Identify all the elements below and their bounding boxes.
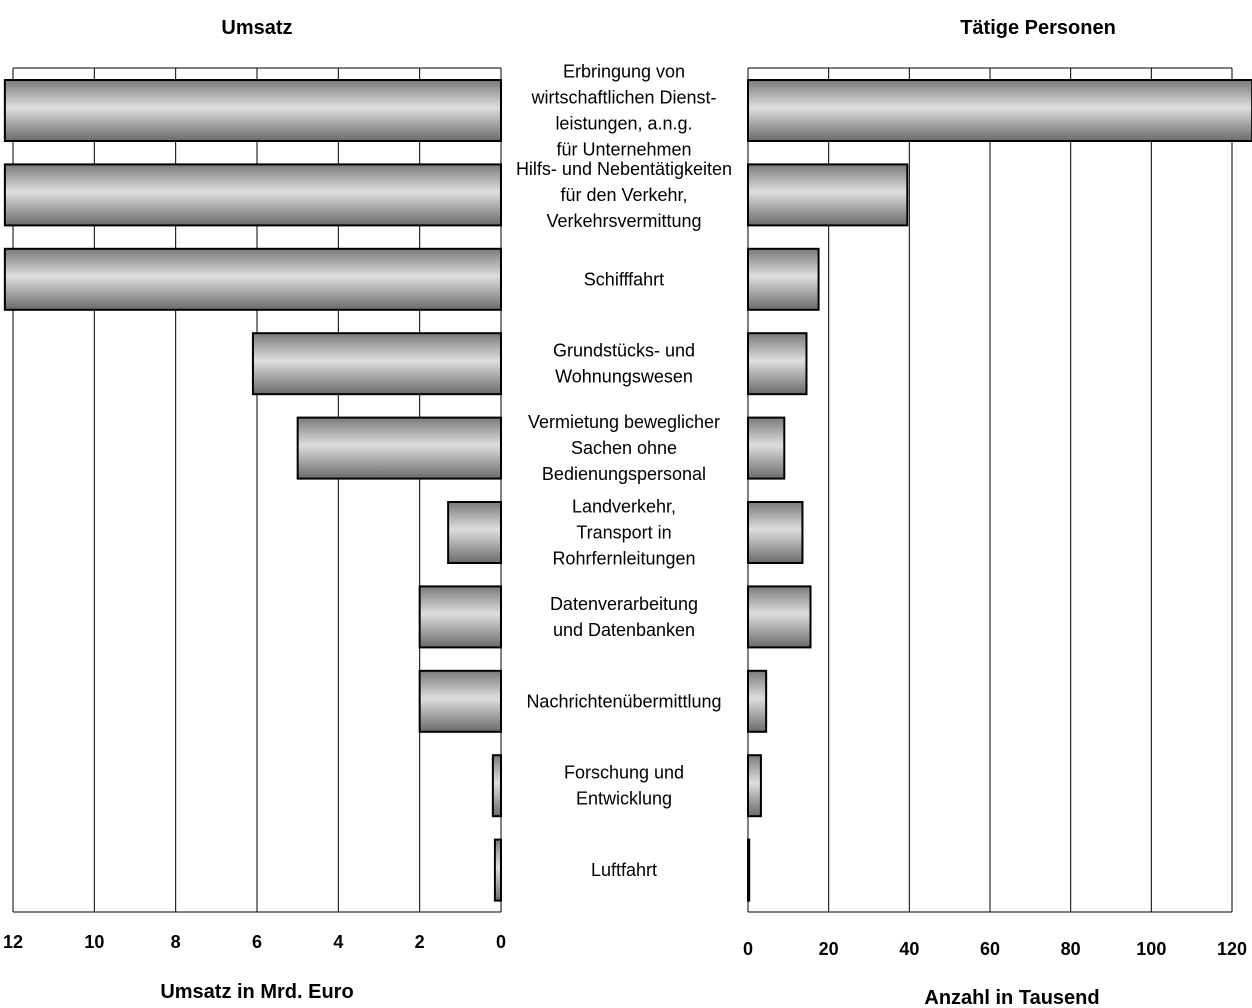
left-bar — [3, 163, 502, 227]
category-label: Sachen ohne — [571, 438, 677, 458]
category-label: Nachrichtenübermittlung — [526, 691, 721, 711]
right-bar — [747, 416, 786, 480]
category-label: Erbringung von — [563, 62, 685, 82]
category-label: und Datenbanken — [553, 620, 695, 640]
left-tick-label: 8 — [171, 932, 181, 952]
right-tick-label: 40 — [899, 939, 919, 959]
category-label: Vermietung beweglicher — [528, 412, 720, 432]
category-label: leistungen, a.n.g. — [555, 114, 692, 134]
left-tick-label: 0 — [496, 932, 506, 952]
category-label: Schifffahrt — [584, 269, 664, 289]
right-tick-label: 0 — [743, 939, 753, 959]
left-tick-label: 12 — [3, 932, 23, 952]
left-bar — [418, 669, 502, 733]
right-axis-label: Anzahl in Tausend — [924, 987, 1099, 1008]
left-bar — [296, 416, 502, 480]
category-label: Datenverarbeitung — [550, 594, 698, 614]
right-bar — [747, 669, 768, 733]
category-label: wirtschaftlichen Dienst- — [530, 88, 716, 108]
right-bar — [747, 838, 751, 902]
category-label: Verkehrsvermittung — [546, 211, 701, 231]
right-tick-label: 100 — [1136, 939, 1166, 959]
left-tick-label: 4 — [333, 932, 343, 952]
right-bar — [747, 332, 808, 396]
right-tick-label: 120 — [1217, 939, 1247, 959]
right-bar — [747, 247, 820, 311]
right-tick-label: 20 — [819, 939, 839, 959]
right-tick-label: 60 — [980, 939, 1000, 959]
right-chart-title: Tätige Personen — [960, 17, 1116, 39]
left-tick-label: 10 — [84, 932, 104, 952]
category-label: Bedienungspersonal — [542, 464, 706, 484]
left-bar — [418, 585, 502, 649]
right-bar — [747, 163, 909, 227]
category-label: Transport in — [576, 523, 671, 543]
left-axis-label: Umsatz in Mrd. Euro — [160, 981, 353, 1003]
left-bar — [491, 754, 503, 818]
category-label: Landverkehr, — [572, 497, 676, 517]
right-tick-label: 80 — [1061, 939, 1081, 959]
category-label: Entwicklung — [576, 789, 672, 809]
left-bar — [493, 838, 502, 902]
category-label: Luftfahrt — [591, 860, 657, 880]
right-bar — [747, 585, 812, 649]
category-label: Wohnungswesen — [555, 367, 693, 387]
category-label: Grundstücks- und — [553, 341, 695, 361]
left-bar — [3, 247, 502, 311]
left-bar — [447, 501, 502, 564]
category-label: Hilfs- und Nebentätigkeiten — [516, 159, 732, 179]
category-label: Forschung und — [564, 763, 684, 783]
right-bar — [747, 501, 804, 564]
category-label: für den Verkehr, — [560, 185, 687, 205]
right-bar — [747, 754, 762, 818]
category-label: Rohrfernleitungen — [552, 549, 695, 569]
left-tick-label: 6 — [252, 932, 262, 952]
left-bar — [251, 332, 502, 396]
category-label: für Unternehmen — [556, 140, 691, 160]
left-tick-label: 2 — [415, 932, 425, 952]
right-bar — [747, 79, 1252, 142]
left-bar — [3, 79, 502, 142]
left-chart-title: Umsatz — [221, 17, 292, 39]
